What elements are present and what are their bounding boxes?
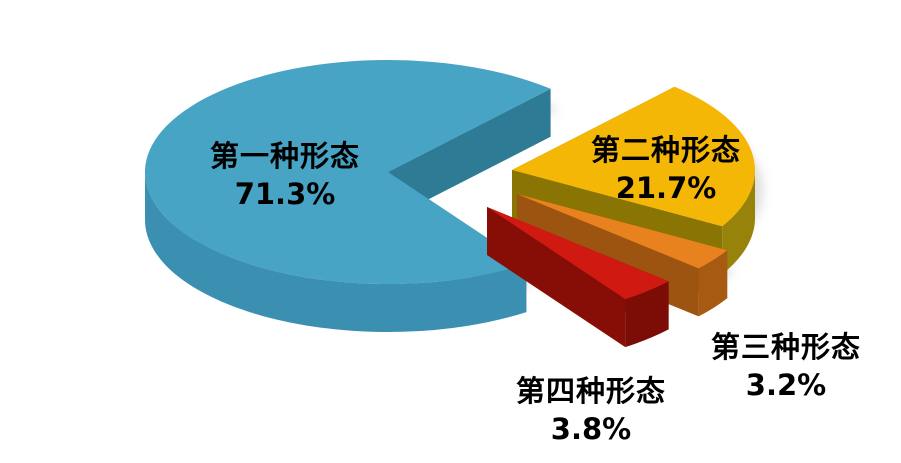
pie-slice-radial-wall bbox=[388, 88, 551, 220]
pie-slice-top-0 bbox=[144, 60, 551, 285]
pie-slice-top-2 bbox=[517, 194, 728, 269]
pie-slice-rim-wall bbox=[698, 250, 728, 317]
pie-slice-top-1 bbox=[512, 86, 755, 227]
pie-slice-rim-wall bbox=[625, 281, 669, 348]
pie-slice-rim-wall bbox=[145, 172, 527, 333]
pie-slice-rim-wall bbox=[722, 170, 756, 275]
pie-slice-top-3 bbox=[487, 207, 669, 300]
pie-slice-radial-wall bbox=[487, 207, 626, 348]
